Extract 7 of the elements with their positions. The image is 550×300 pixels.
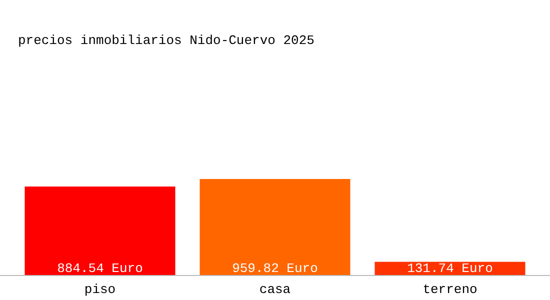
x-tick-label: piso xyxy=(84,282,116,297)
data-label: 959.82 Euro xyxy=(232,261,318,276)
chart-title: precios inmobiliarios Nido-Cuervo 2025 xyxy=(18,33,314,48)
x-tick-label: casa xyxy=(259,282,291,297)
data-label: 131.74 Euro xyxy=(407,261,493,276)
x-tick-label: terreno xyxy=(422,282,478,297)
data-label: 884.54 Euro xyxy=(57,261,143,276)
